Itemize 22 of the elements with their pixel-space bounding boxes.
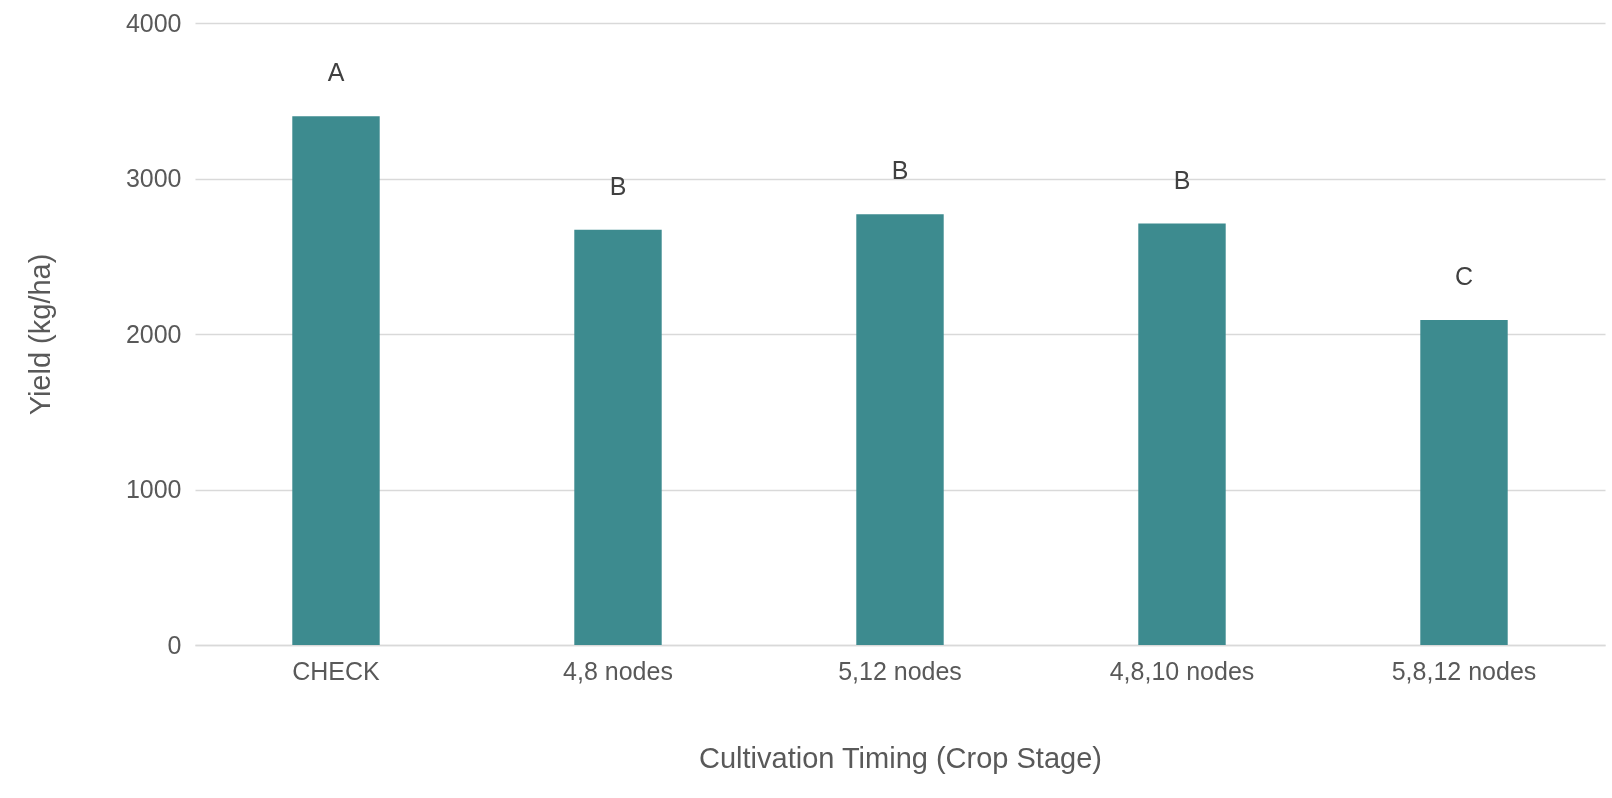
y-tick-label: 4000: [125, 8, 182, 37]
bar: [574, 229, 662, 645]
x-tick-label: CHECK: [292, 656, 381, 685]
y-tick-label: 2000: [125, 319, 182, 348]
y-tick-label: 0: [167, 630, 182, 659]
y-tick-label: 1000: [125, 475, 182, 503]
bar: [1138, 223, 1226, 645]
bar: [1420, 320, 1508, 645]
y-tick-label: 3000: [125, 164, 182, 192]
annotation: B: [609, 171, 627, 200]
annotation: A: [327, 58, 345, 87]
annotation: C: [1454, 262, 1474, 291]
x-tick-label: 5,12 nodes: [838, 656, 962, 685]
annotation: B: [1173, 165, 1191, 194]
bar: [856, 214, 944, 645]
bar: [292, 116, 380, 645]
x-tick-label: 5,8,12 nodes: [1391, 656, 1537, 685]
y-axis-title: Yield (kg/ha): [23, 253, 56, 416]
x-tick-label: 4,8 nodes: [563, 656, 673, 685]
x-axis-title: Cultivation Timing (Crop Stage): [699, 741, 1102, 774]
annotation: B: [891, 156, 909, 185]
x-tick-label: 4,8,10 nodes: [1109, 656, 1255, 685]
